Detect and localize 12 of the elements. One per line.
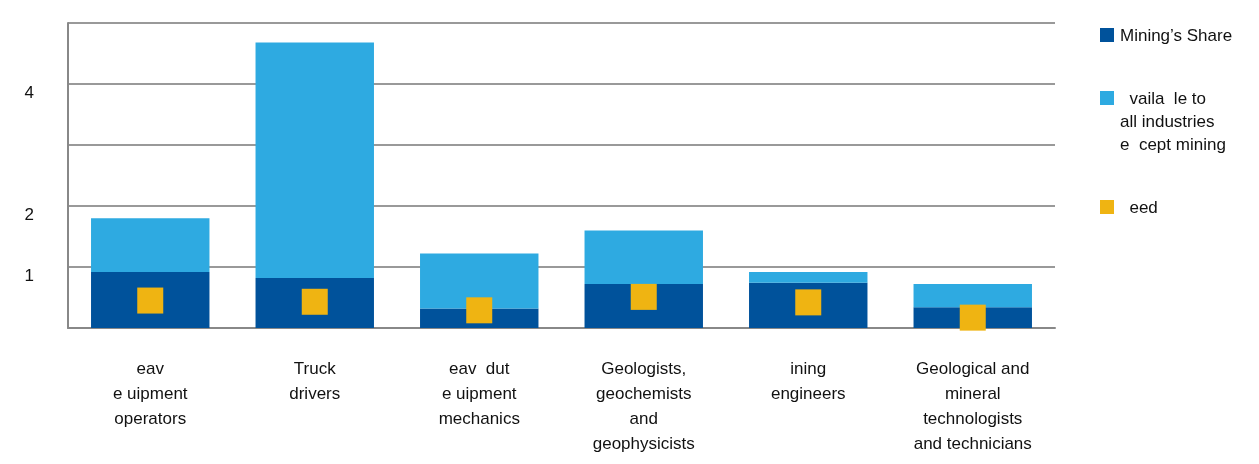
- x-tick-label: ining engineers: [770, 359, 846, 403]
- legend-label: Mining’s Share: [1120, 26, 1233, 45]
- x-tick-label: Truck drivers: [289, 359, 341, 403]
- x-tick-label: Geologists, geochemists and geophysicists: [592, 359, 695, 453]
- x-tick-label: Geological and mineral technologists and technicians: [913, 359, 1032, 453]
- legend-label: vaila le to all industries e cept mining: [1120, 89, 1226, 154]
- y-tick-label: 1: [24, 266, 34, 285]
- y-tick-label: 2: [24, 205, 34, 224]
- x-tick-label: eav dut e uipment mechanics: [438, 359, 520, 428]
- y-tick-label: 4: [24, 83, 34, 102]
- legend-label: eed: [1120, 198, 1158, 217]
- x-tick-label: eav e uipment operators: [112, 359, 188, 428]
